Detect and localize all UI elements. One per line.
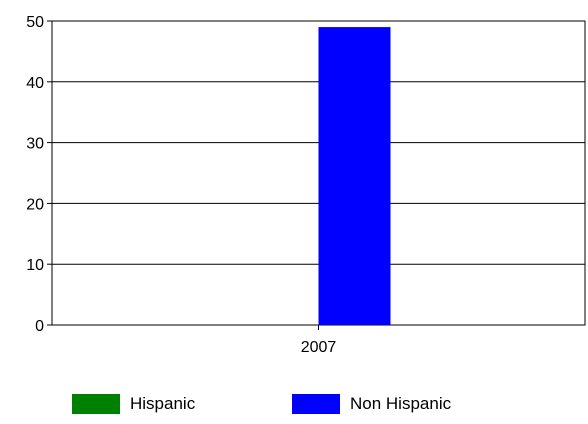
x-tick-label-2007: 2007 <box>301 339 337 356</box>
y-tick-label-20: 20 <box>26 196 44 213</box>
legend-item-non-hispanic: Non Hispanic <box>292 394 451 414</box>
legend-label-hispanic: Hispanic <box>130 394 196 413</box>
x-axis-ticks: 2007 <box>301 325 337 356</box>
y-tick-label-50: 50 <box>26 14 44 31</box>
y-axis-ticks: 0 10 20 30 40 50 <box>26 14 52 335</box>
legend: Hispanic Non Hispanic <box>0 394 588 424</box>
legend-item-hispanic: Hispanic <box>72 394 195 414</box>
bar-non-hispanic-2007 <box>318 27 391 326</box>
y-tick-label-10: 10 <box>26 257 44 274</box>
y-tick-label-40: 40 <box>26 75 44 92</box>
y-tick-label-30: 30 <box>26 136 44 153</box>
legend-swatch-hispanic <box>72 394 120 414</box>
legend-swatch-non-hispanic <box>292 394 340 414</box>
y-tick-label-0: 0 <box>35 318 44 335</box>
bars <box>318 27 391 326</box>
bar-chart: 0 10 20 30 40 50 2007 <box>26 14 586 356</box>
legend-label-non-hispanic: Non Hispanic <box>350 394 452 413</box>
